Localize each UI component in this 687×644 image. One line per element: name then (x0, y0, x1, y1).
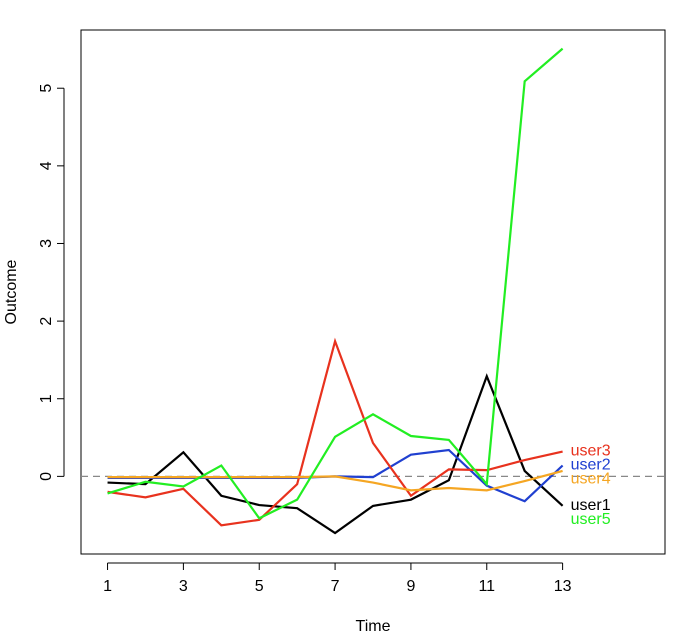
y-tick-label: 1 (38, 394, 55, 403)
plot-frame (80, 29, 666, 555)
y-tick-label: 2 (38, 317, 55, 326)
x-axis-label: Time (356, 618, 391, 635)
y-axis: 0 1 2 3 4 5 (38, 84, 65, 481)
y-tick-label: 4 (38, 161, 55, 170)
x-tick-label: 1 (103, 578, 112, 595)
y-tick-label: 3 (38, 239, 55, 248)
series-label-user4: user4 (571, 471, 611, 488)
series-lines (107, 47, 564, 535)
series-line-user5 (107, 47, 564, 520)
series-label-user3: user3 (571, 443, 611, 460)
series-line-user3 (107, 337, 563, 527)
series-line-user1 (107, 373, 564, 535)
y-tick-label: 0 (38, 472, 55, 481)
x-tick-label: 5 (255, 578, 264, 595)
series-label-user1: user1 (571, 497, 611, 514)
x-axis: 1 3 5 7 9 11 13 (103, 562, 572, 595)
series-label-user2: user2 (571, 457, 611, 474)
x-tick-label: 7 (331, 578, 340, 595)
y-tick-label: 5 (38, 84, 55, 93)
series-label-user5: user5 (571, 511, 611, 528)
y-axis-label: Outcome (3, 259, 20, 324)
series-line-user4 (107, 469, 563, 492)
x-tick-label: 11 (478, 578, 495, 595)
x-tick-label: 3 (179, 578, 188, 595)
x-tick-label: 13 (554, 578, 572, 595)
x-tick-label: 9 (406, 578, 415, 595)
